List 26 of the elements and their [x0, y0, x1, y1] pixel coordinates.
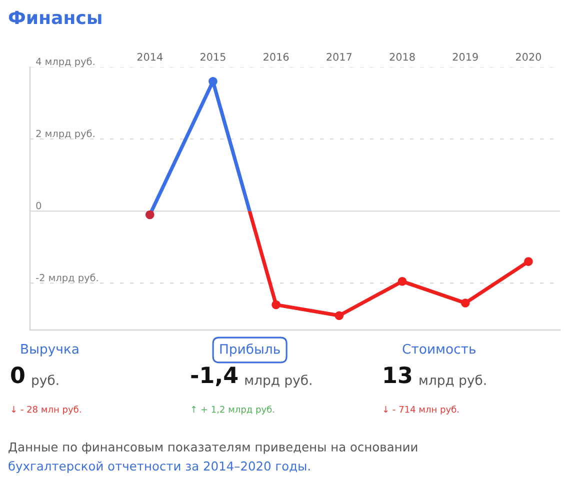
x-tick-label: 2015: [200, 52, 226, 61]
text: ↓ - 714 млн руб.: [384, 406, 459, 414]
text: ↓ - 28 млн руб.: [12, 406, 81, 414]
x-tick-label: 2017: [326, 52, 352, 61]
x-tick-label: 2020: [516, 52, 542, 61]
x-tick-label: 2018: [390, 52, 415, 61]
chart-title: Финансы: [8, 10, 102, 24]
text: Данные по финансовым показателям приведены на основании: [8, 442, 418, 454]
text: 13: [384, 366, 412, 384]
x-tick-label: 2016: [264, 52, 289, 61]
x-tick-label: 2019: [452, 52, 478, 61]
text: Стоимость: [402, 344, 476, 354]
y-tick-label: 0: [36, 202, 42, 210]
text: руб.: [32, 374, 58, 388]
y-tick-label: 4 млрд руб.: [36, 57, 94, 67]
text: бухгалтерской отчетности за 2014–2020 годы.: [8, 460, 310, 474]
y-tick-label: 2 млрд руб.: [36, 129, 94, 140]
y-tick-label: -2 млрд руб.: [36, 274, 98, 284]
text: млрд руб.: [420, 374, 486, 388]
text: -1,4: [191, 366, 238, 386]
text: Выручка: [21, 344, 78, 356]
x-tick-label: 2014: [137, 52, 163, 61]
text: млрд руб.: [245, 374, 312, 388]
text: 0: [11, 366, 24, 384]
text: Прибыль: [220, 344, 280, 356]
text: ↑ + 1,2 млрд руб.: [192, 406, 274, 414]
